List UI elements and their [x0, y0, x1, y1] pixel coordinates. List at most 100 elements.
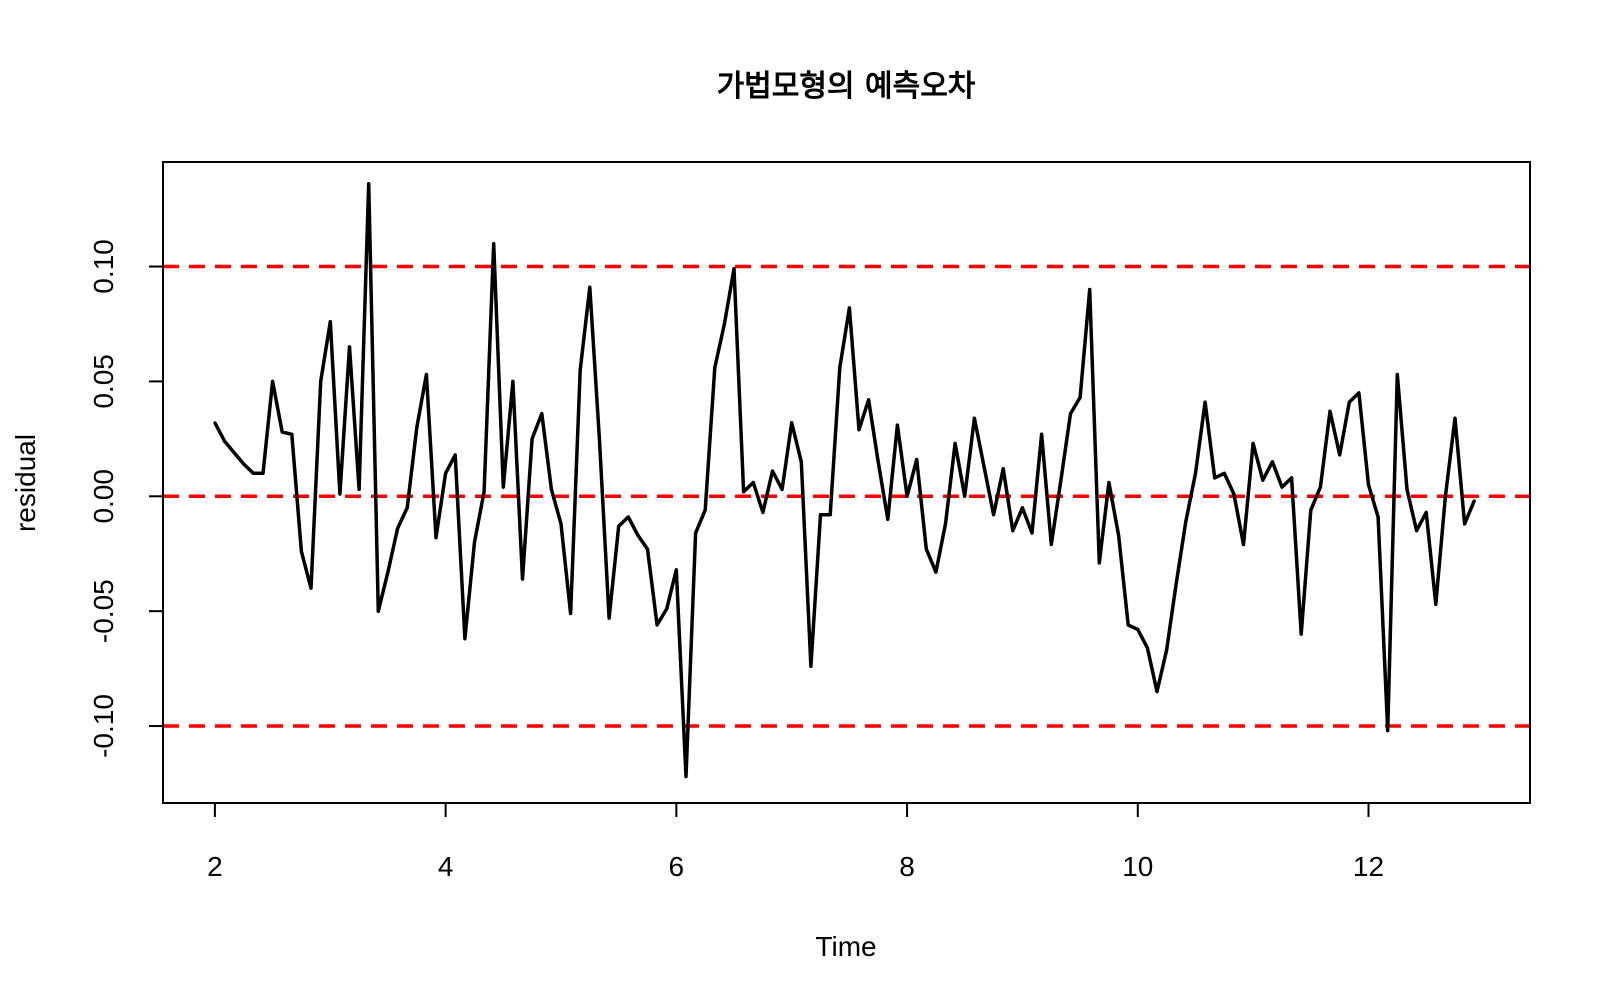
data-point: [386, 570, 390, 574]
data-point: [290, 432, 294, 436]
data-point: [934, 570, 938, 574]
data-point: [1049, 543, 1053, 546]
data-point: [588, 285, 592, 289]
data-point: [1453, 416, 1457, 420]
data-point: [1020, 506, 1024, 510]
data-point: [1126, 623, 1130, 627]
data-point: [963, 494, 967, 498]
data-point: [530, 437, 534, 441]
data-point: [434, 536, 438, 540]
x-tick-label: 2: [207, 851, 223, 882]
data-point: [857, 428, 861, 432]
data-point: [1001, 467, 1005, 471]
data-point: [713, 366, 717, 370]
data-point: [367, 182, 371, 186]
data-point: [694, 531, 698, 535]
y-axis: -0.10 -0.05 0.00 0.05 0.10: [88, 239, 164, 758]
data-point: [1097, 561, 1101, 565]
data-point: [1309, 508, 1313, 512]
data-point: [1376, 515, 1380, 519]
data-point: [1136, 628, 1140, 631]
data-point: [415, 425, 419, 429]
data-point: [790, 421, 794, 425]
data-point: [1386, 729, 1390, 733]
data-point: [1261, 478, 1265, 482]
data-point: [521, 577, 524, 581]
data-point: [915, 458, 919, 461]
data-point: [953, 441, 957, 445]
reference-lines: [163, 264, 1530, 728]
data-point: [348, 345, 351, 349]
data-point: [819, 513, 822, 517]
data-point: [1078, 396, 1082, 399]
data-point: [405, 506, 409, 510]
data-point: [1194, 471, 1197, 475]
y-tick-label: 0.00: [88, 469, 119, 524]
data-point: [799, 460, 803, 464]
data-point: [1242, 543, 1245, 546]
data-point: [1088, 288, 1092, 291]
data-point: [809, 664, 813, 668]
chart-title: 가법모형의 예측오차: [717, 69, 976, 104]
data-point: [501, 485, 505, 489]
y-tick-label: -0.10: [88, 694, 119, 758]
data-point: [992, 513, 996, 517]
data-point: [1299, 632, 1303, 636]
data-point: [357, 487, 361, 491]
data-point: [376, 609, 380, 613]
data-point: [578, 368, 582, 372]
data-point: [540, 412, 544, 416]
data-point: [213, 421, 217, 425]
data-point: [338, 492, 342, 496]
data-point: [223, 439, 226, 443]
data-point: [1011, 529, 1015, 533]
data-point: [924, 547, 928, 551]
series-line-0: [213, 182, 1476, 779]
data-point: [646, 547, 649, 551]
data-point: [299, 549, 303, 553]
data-point: [232, 451, 236, 455]
data-point: [1174, 582, 1178, 586]
data-point: [1357, 391, 1361, 395]
data-point: [597, 437, 601, 441]
data-point: [1203, 400, 1207, 404]
data-point: [1415, 529, 1419, 533]
data-point: [684, 775, 688, 779]
data-point: [1213, 476, 1217, 480]
data-point: [1443, 494, 1447, 498]
data-point: [1222, 471, 1226, 475]
data-point: [251, 471, 255, 475]
data-point: [1251, 441, 1255, 445]
data-point: [626, 515, 630, 519]
data-point: [617, 524, 621, 528]
data-point: [1338, 453, 1342, 457]
data-point: [549, 487, 553, 491]
data-point: [761, 510, 765, 514]
data-point: [703, 508, 707, 512]
x-tick-label: 4: [438, 851, 454, 882]
data-point: [1328, 409, 1332, 413]
x-axis: 2 4 6 8 10 12: [207, 802, 1384, 882]
data-point: [453, 453, 457, 457]
data-point: [905, 494, 909, 498]
data-point: [742, 490, 746, 494]
data-point: [1405, 487, 1409, 491]
data-point: [1059, 478, 1063, 482]
x-axis-label: Time: [815, 931, 876, 962]
data-point: [895, 423, 899, 427]
data-point: [463, 637, 467, 641]
y-tick-label: 0.05: [88, 354, 119, 409]
data-point: [309, 586, 313, 590]
data-point: [1107, 481, 1111, 484]
data-point: [1395, 373, 1399, 376]
data-point: [424, 373, 428, 376]
data-point: [972, 416, 976, 420]
data-point: [1434, 602, 1438, 606]
data-point: [1280, 485, 1284, 489]
data-point: [482, 490, 486, 494]
data-point: [828, 513, 832, 517]
y-tick-label: -0.05: [88, 579, 119, 643]
data-point: [771, 469, 774, 473]
data-point: [280, 430, 284, 434]
data-point: [607, 616, 611, 620]
